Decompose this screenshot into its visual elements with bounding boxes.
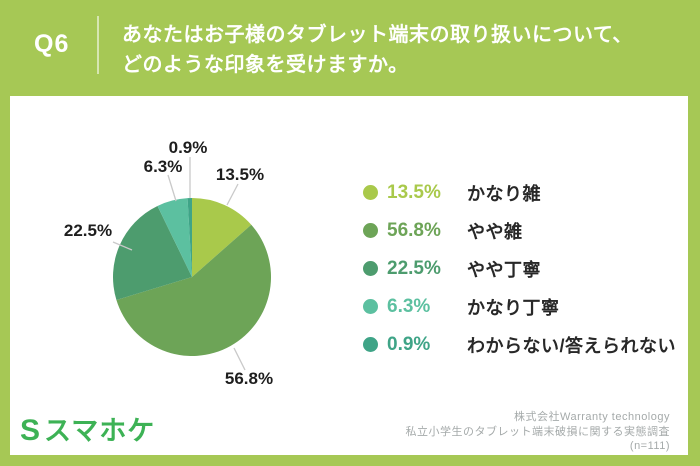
- pie-value-label-2: 22.5%: [63, 221, 113, 240]
- header-divider: [97, 16, 99, 74]
- question-number: Q6: [34, 30, 70, 58]
- legend-bullet-icon: [363, 261, 378, 276]
- legend-percent: 6.3%: [387, 295, 431, 317]
- leader-line-2: [112, 241, 133, 251]
- logo-text: スマホケ: [44, 416, 156, 446]
- legend-label: わからない/答えられない: [467, 335, 676, 356]
- legend-bullet-icon: [363, 299, 378, 314]
- pie-chart-svg: [112, 157, 272, 371]
- pie-slice-4: [187, 198, 192, 277]
- pie-slice-3: [157, 198, 192, 277]
- leader-line-3: [167, 174, 177, 202]
- legend-percent: 22.5%: [387, 257, 441, 279]
- legend-bullet-icon: [363, 223, 378, 238]
- question-text: あなたはお子様のタブレット端末の取り扱いについて、 どのような印象を受けますか。: [122, 20, 633, 80]
- leader-line-0: [226, 183, 239, 206]
- legend-percent: 0.9%: [387, 333, 431, 355]
- pie-value-label-0: 13.5%: [215, 165, 265, 184]
- leader-line-1: [233, 347, 246, 371]
- pie-slice-2: [113, 205, 192, 300]
- credit-sample-size: (n=111): [629, 440, 670, 452]
- question-line-2: どのような印象を受けますか。: [122, 54, 409, 76]
- pie-slice-0: [192, 198, 252, 277]
- legend-percent: 56.8%: [387, 219, 441, 241]
- logo-s-icon: S: [20, 414, 41, 447]
- credit-survey-title: 私立小学生のタブレット端末破損に関する実態調査: [405, 425, 670, 438]
- legend-percent: 13.5%: [387, 181, 441, 203]
- legend: 13.5% かなり雑 56.8% やや雑 22.5% やや丁寧 6.3% かなり丁寧 0.9% わ…: [363, 180, 676, 357]
- legend-item-3: 6.3% かなり丁寧: [363, 294, 676, 319]
- legend-item-2: 22.5% やや丁寧: [363, 256, 676, 281]
- survey-credits: 株式会社Warranty technology 私立小学生のタブレット端末破損に…: [406, 410, 671, 454]
- legend-item-0: 13.5% かなり雑: [363, 180, 676, 205]
- legend-bullet-icon: [363, 185, 378, 200]
- legend-label: かなり雑: [467, 183, 541, 204]
- pie-value-label-4: 0.9%: [168, 138, 208, 157]
- legend-bullet-icon: [363, 337, 378, 352]
- legend-item-4: 0.9% わからない/答えられない: [363, 332, 676, 357]
- pie-value-label-1: 56.8%: [224, 369, 274, 388]
- legend-item-1: 56.8% やや雑: [363, 218, 676, 243]
- content-card: 13.5% 56.8% 22.5% 6.3% 0.9% 13.5% かなり雑 56.8% やや…: [10, 96, 688, 455]
- pie-value-label-3: 6.3%: [143, 157, 183, 176]
- pie-slice-1: [116, 224, 272, 357]
- question-line-1: あなたはお子様のタブレット端末の取り扱いについて、: [122, 24, 633, 46]
- legend-label: かなり丁寧: [467, 297, 560, 318]
- brand-logo: S スマホケ: [20, 414, 156, 447]
- credit-company: 株式会社Warranty technology: [514, 411, 670, 423]
- legend-label: やや丁寧: [467, 259, 541, 280]
- legend-label: やや雑: [467, 221, 523, 242]
- pie-chart-area: 13.5% 56.8% 22.5% 6.3% 0.9%: [10, 96, 350, 455]
